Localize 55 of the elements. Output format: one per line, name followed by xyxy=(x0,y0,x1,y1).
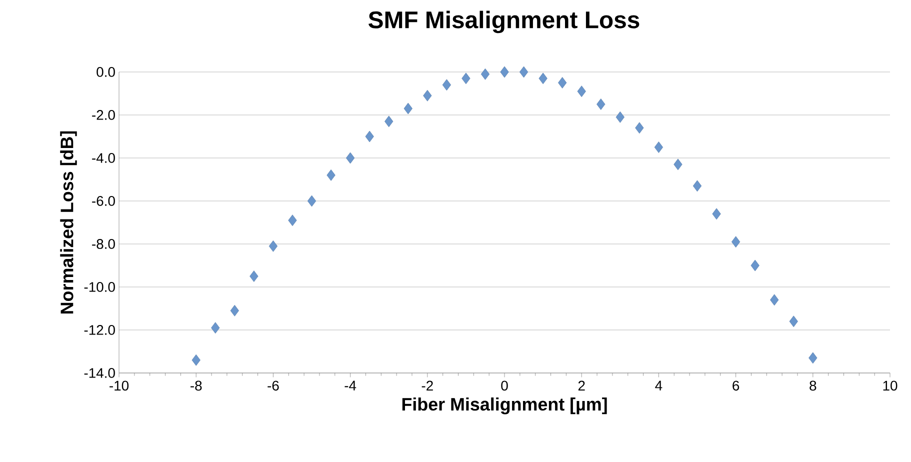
x-tick-label: -10 xyxy=(110,380,129,391)
point xyxy=(192,354,200,366)
x-tick-label: 2 xyxy=(578,380,585,390)
point xyxy=(558,77,567,88)
point xyxy=(500,66,509,78)
x-tick-label: -6 xyxy=(268,380,279,391)
point xyxy=(519,66,528,78)
point xyxy=(480,68,490,80)
point xyxy=(211,322,220,334)
point xyxy=(365,130,374,142)
point xyxy=(307,195,316,207)
point xyxy=(288,214,297,226)
point xyxy=(538,72,548,84)
point xyxy=(770,294,779,306)
x-tick-label: 0 xyxy=(501,380,508,391)
y-axis-title: Normalized Loss [dB] xyxy=(60,131,77,314)
point xyxy=(577,86,586,98)
point xyxy=(635,122,644,134)
point xyxy=(674,158,682,170)
x-tick-label: 6 xyxy=(732,380,740,391)
point xyxy=(268,240,278,252)
point xyxy=(384,116,394,128)
y-tick-label: -8.0 xyxy=(92,239,115,249)
x-tick-label: 8 xyxy=(810,380,816,391)
point xyxy=(250,270,258,282)
x-tick-label: 4 xyxy=(655,380,662,390)
y-tick-label: -4.0 xyxy=(92,153,115,163)
x-tick-label: -2 xyxy=(422,380,433,390)
point xyxy=(346,152,355,164)
y-tick-label: -6.0 xyxy=(92,196,115,206)
point xyxy=(789,316,798,328)
point xyxy=(616,111,624,123)
x-tick-label: -8 xyxy=(190,380,202,391)
point xyxy=(423,90,432,102)
point xyxy=(596,98,606,110)
y-tick-label: 0.0 xyxy=(96,67,115,77)
point xyxy=(808,352,818,364)
x-tick-label: -4 xyxy=(344,380,356,390)
point xyxy=(326,169,336,181)
x-tick-label: 10 xyxy=(883,380,898,391)
point xyxy=(731,236,740,248)
point xyxy=(462,72,470,84)
y-tick-label: -2.0 xyxy=(92,110,115,120)
y-tick-label: -10.0 xyxy=(84,282,115,292)
point xyxy=(230,304,239,316)
point xyxy=(654,142,664,153)
point xyxy=(692,180,702,192)
point xyxy=(404,102,412,114)
point xyxy=(750,260,760,272)
chart-title: SMF Misalignment Loss xyxy=(368,10,640,34)
y-tick-label: -12.0 xyxy=(84,325,115,335)
point xyxy=(442,79,452,91)
point xyxy=(712,208,721,220)
y-tick-label: -14.0 xyxy=(84,368,115,378)
x-axis-title: Fiber Misalignment [µm] xyxy=(402,397,607,414)
